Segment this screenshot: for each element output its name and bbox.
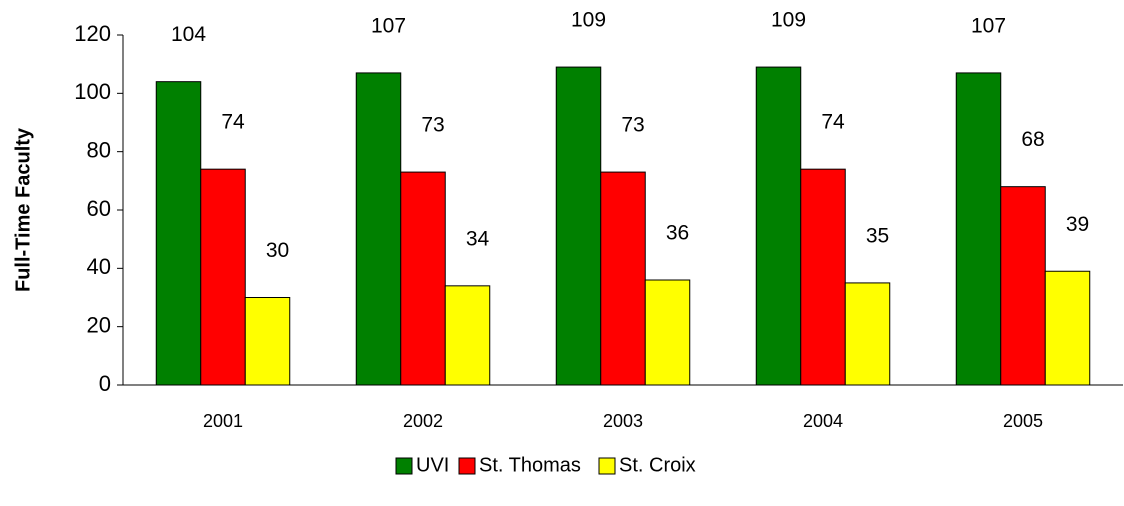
y-tick-label: 40 (87, 254, 111, 279)
y-tick-label: 80 (87, 137, 111, 162)
y-tick-label: 60 (87, 196, 111, 221)
bar (600, 171, 646, 386)
y-axis-title: Full-Time Faculty (12, 127, 34, 292)
x-tick-label: 2002 (403, 411, 443, 431)
y-tick-label: 0 (99, 371, 111, 396)
bar (355, 72, 402, 386)
legend-swatch (458, 457, 476, 475)
x-tick-label: 2003 (603, 411, 643, 431)
value-label: 73 (621, 114, 644, 137)
y-tick-label: 100 (74, 79, 111, 104)
legend-label: St. Thomas (479, 454, 581, 476)
legend-swatch (395, 457, 413, 475)
x-tick-label: 2005 (1003, 411, 1043, 431)
bar (844, 282, 891, 386)
value-label: 35 (866, 224, 889, 247)
bar (755, 66, 802, 386)
value-label: 74 (821, 111, 845, 134)
value-label: 34 (466, 227, 490, 250)
bar (644, 279, 691, 386)
bar (555, 66, 602, 386)
value-label: 74 (221, 111, 245, 134)
bar (1000, 186, 1046, 386)
value-label: 107 (971, 14, 1006, 37)
value-label: 30 (266, 239, 289, 262)
bar (955, 72, 1002, 386)
legend-label: St. Croix (619, 454, 696, 476)
value-label: 36 (666, 222, 689, 245)
y-tick-label: 120 (74, 21, 111, 46)
value-label: 107 (371, 14, 406, 37)
bar (155, 81, 202, 386)
x-tick-label: 2001 (203, 411, 243, 431)
y-tick-label: 20 (87, 312, 111, 337)
bar (244, 297, 291, 386)
value-label: 73 (421, 114, 444, 137)
bar (444, 285, 491, 386)
legend-swatch (598, 457, 616, 475)
bar (800, 168, 846, 386)
value-label: 109 (771, 9, 806, 32)
bar (400, 171, 446, 386)
x-tick-label: 2004 (803, 411, 843, 431)
value-label: 39 (1066, 213, 1089, 236)
value-label: 68 (1021, 128, 1044, 151)
value-label: 109 (571, 9, 606, 32)
bar (1044, 270, 1091, 386)
value-label: 104 (171, 23, 206, 46)
bar (200, 168, 246, 386)
legend-label: UVI (416, 454, 449, 476)
